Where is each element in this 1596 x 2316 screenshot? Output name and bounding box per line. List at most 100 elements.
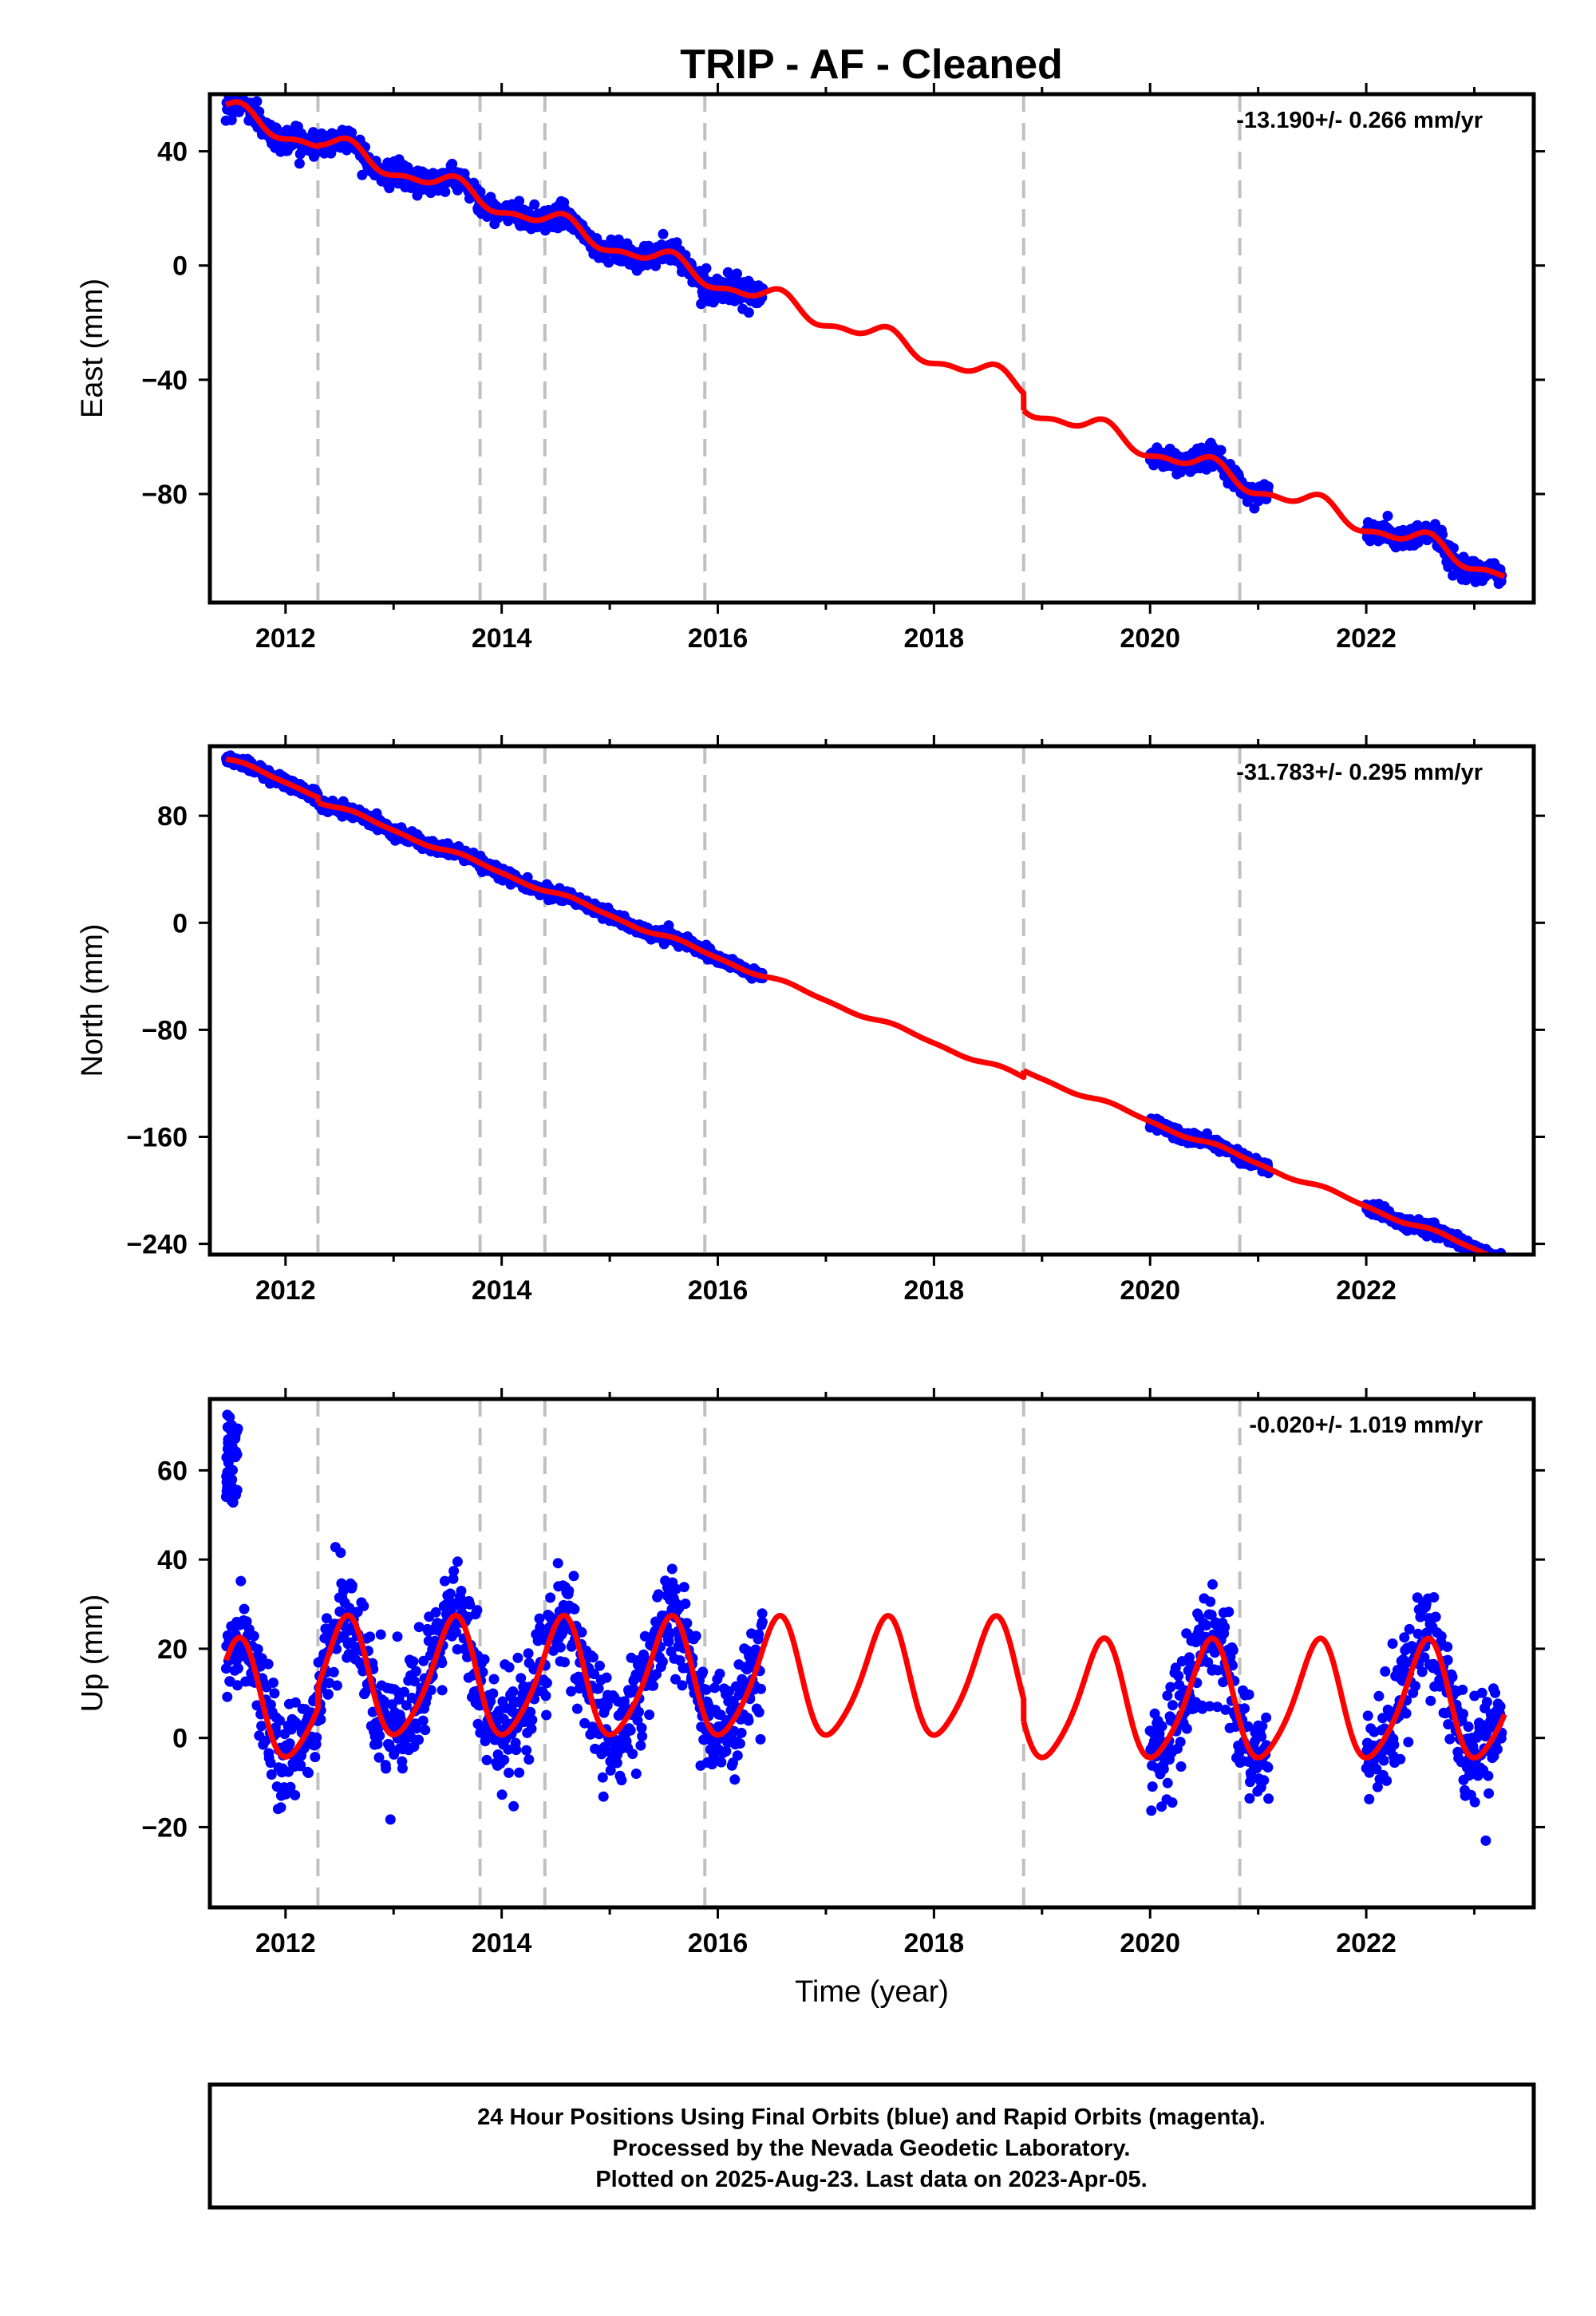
x-tick-label: 2016 (688, 1928, 749, 1958)
data-point (732, 1750, 743, 1761)
data-point (1416, 1666, 1428, 1678)
y-tick-label: 80 (157, 801, 188, 832)
data-point (1243, 1689, 1254, 1700)
data-point (1442, 1642, 1453, 1652)
data-point (521, 1745, 532, 1756)
y-tick-label: 40 (157, 137, 188, 168)
x-tick-label: 2022 (1336, 1928, 1396, 1958)
data-point (1147, 1781, 1158, 1792)
data-point (335, 1547, 346, 1559)
data-point (552, 1558, 563, 1569)
data-point (1170, 1662, 1181, 1674)
data-point (529, 199, 540, 210)
data-point (701, 263, 712, 274)
model-line-segment (1021, 1068, 1494, 1255)
data-point (410, 1666, 421, 1677)
data-point (1175, 1761, 1187, 1772)
data-point (743, 1715, 754, 1726)
data-point (1481, 1697, 1492, 1708)
x-tick-label: 2016 (688, 1275, 749, 1306)
data-point (1448, 543, 1459, 554)
data-point (1239, 1703, 1250, 1714)
data-point (1496, 1258, 1507, 1268)
data-point (437, 1658, 448, 1669)
data-point (440, 186, 451, 197)
data-point (413, 1734, 424, 1745)
data-point (557, 1627, 568, 1638)
data-point (522, 871, 533, 883)
data-point (1258, 1775, 1270, 1786)
data-point (1162, 1777, 1173, 1788)
data-point (1403, 1737, 1414, 1748)
data-point (496, 1789, 508, 1800)
data-point (451, 1626, 461, 1638)
data-point (1492, 1257, 1503, 1267)
y-axis-label: North (mm) (76, 923, 109, 1077)
data-point (569, 1603, 580, 1614)
footer-box: 24 Hour Positions Using Final Orbits (bl… (207, 2082, 1536, 2210)
data-point (1373, 1690, 1385, 1701)
data-point (223, 1457, 234, 1468)
data-point (1263, 1793, 1274, 1804)
x-tick-label: 2014 (472, 623, 532, 654)
data-point (1447, 1671, 1458, 1682)
data-point (709, 1682, 721, 1694)
data-point (1480, 1835, 1491, 1846)
data-point (452, 1556, 463, 1567)
data-point (1215, 445, 1227, 456)
data-point (756, 1683, 766, 1694)
data-point (1205, 1596, 1216, 1607)
data-point (251, 1700, 263, 1711)
data-point (1175, 1737, 1186, 1748)
model-line-segment (1021, 408, 1507, 579)
footer-frame (207, 2082, 1536, 2210)
y-tick-label: 60 (157, 1456, 188, 1486)
data-point (378, 1696, 389, 1707)
model-line-segment (316, 135, 1027, 411)
data-point (1412, 1628, 1424, 1639)
data-point (224, 1412, 235, 1423)
y-tick-label: −40 (141, 366, 188, 396)
data-point (1262, 1762, 1274, 1773)
data-point (1495, 1256, 1505, 1267)
data-point (1156, 1721, 1167, 1732)
data-point (504, 1662, 515, 1673)
data-point (721, 1745, 732, 1757)
data-point (260, 1735, 271, 1746)
data-point (375, 1629, 386, 1640)
data-point (1404, 1623, 1415, 1634)
data-point (508, 1800, 519, 1812)
data-point (1442, 1654, 1453, 1666)
data-point (232, 1663, 243, 1674)
data-point (231, 1449, 243, 1460)
data-point (485, 1696, 496, 1707)
x-tick-label: 2018 (904, 1275, 965, 1306)
data-point (374, 1730, 385, 1741)
data-point (1212, 1665, 1223, 1676)
y-tick-label: 20 (157, 1634, 188, 1665)
data-point (1242, 1721, 1254, 1732)
data-point (644, 1709, 655, 1721)
data-point (1201, 1620, 1212, 1630)
data-point (579, 1717, 591, 1729)
data-point (1419, 1652, 1430, 1663)
data-point (310, 1752, 321, 1763)
data-point (232, 1423, 243, 1434)
data-point (1158, 1764, 1169, 1775)
data-point (1497, 1258, 1507, 1268)
data-point (499, 1754, 510, 1765)
data-point (1212, 1701, 1223, 1713)
data-point (750, 1644, 761, 1655)
data-point (755, 1733, 766, 1745)
data-point (571, 1703, 583, 1714)
x-tick-label: 2018 (904, 623, 965, 654)
data-point (1483, 1770, 1494, 1781)
model-fit (223, 756, 1494, 1255)
data-point (226, 115, 237, 125)
data-point (593, 1683, 604, 1694)
data-point (504, 1767, 515, 1778)
data-point (595, 1660, 605, 1671)
y-tick-label: 0 (172, 1724, 188, 1754)
model-line-segment (223, 99, 321, 149)
model-line-segment (1021, 1635, 1507, 1761)
